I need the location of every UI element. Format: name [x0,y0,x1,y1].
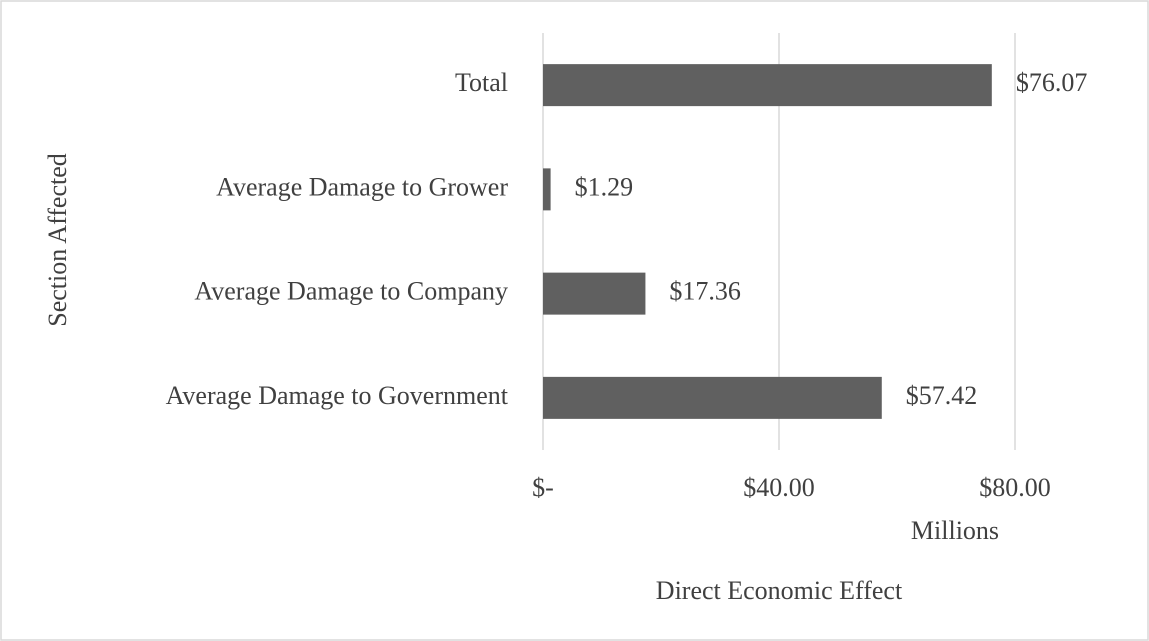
x-tick-label: $40.00 [743,473,815,502]
bar [543,376,882,419]
display-unit: Millions [911,516,999,545]
bar [543,64,992,107]
bar [543,168,551,211]
x-tick-label: $- [532,473,554,502]
x-tick-label: $80.00 [979,473,1051,502]
bar [543,272,646,315]
value-label: $57.42 [906,381,978,410]
value-label: $76.07 [1016,68,1088,97]
value-label: $1.29 [575,172,634,201]
x-axis-title: Direct Economic Effect [656,576,903,605]
y-tick-label: Total [455,68,508,97]
value-label: $17.36 [669,277,741,306]
y-axis-title: Section Affected [43,153,72,327]
y-tick-label: Average Damage to Government [166,381,509,410]
y-tick-label: Average Damage to Company [194,277,508,306]
y-tick-label: Average Damage to Grower [216,172,508,201]
